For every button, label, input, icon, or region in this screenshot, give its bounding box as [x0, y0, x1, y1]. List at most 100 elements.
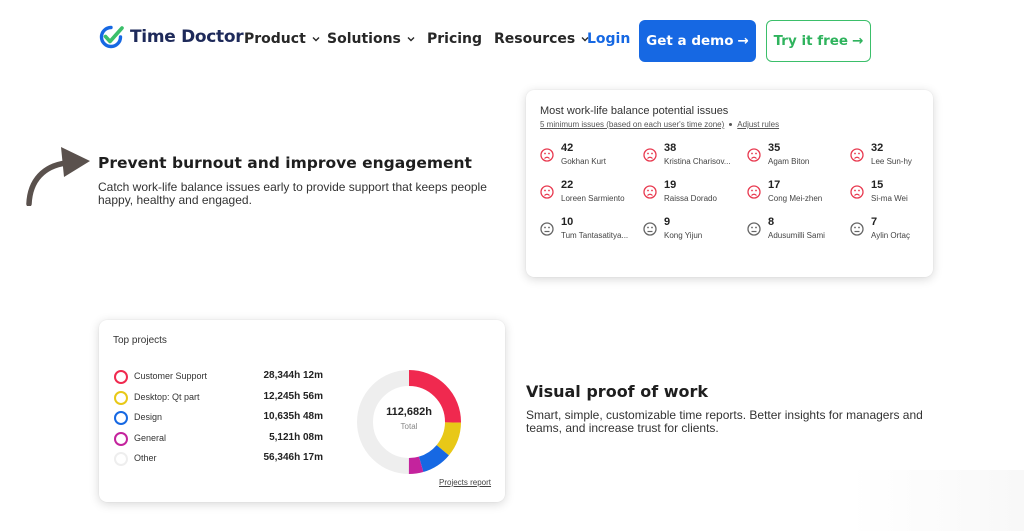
try-free-button[interactable]: Try it free →: [766, 20, 871, 62]
person-item[interactable]: 22 Loreen Sarmiento: [540, 179, 640, 205]
project-hours: 10,635h 48m: [263, 411, 324, 422]
person-item[interactable]: 35 Agam Biton: [747, 142, 847, 168]
try-free-label: Try it free: [773, 33, 849, 49]
person-item[interactable]: 10 Tum Tantasatitya...: [540, 216, 640, 242]
person-name: Loreen Sarmiento: [561, 194, 625, 203]
person-item[interactable]: 42 Gokhan Kurt: [540, 142, 640, 168]
get-demo-label: Get a demo: [646, 33, 734, 49]
curved-arrow-icon: [26, 147, 90, 206]
project-name: Desktop: Qt part: [134, 391, 200, 402]
issue-count: 10: [561, 216, 574, 228]
project-name: Design: [134, 412, 163, 422]
arrow-right-icon: →: [852, 33, 864, 49]
person-item[interactable]: 38 Kristina Charisov...: [643, 142, 743, 168]
issue-count: 7: [871, 216, 878, 228]
chevron-down-icon: [407, 37, 415, 42]
wl-card-title: Most work-life balance potential issues: [540, 105, 729, 117]
login-link[interactable]: Login: [587, 31, 631, 47]
person-item[interactable]: 15 Si-ma Wei: [850, 179, 950, 205]
neutral-face-icon: [643, 222, 657, 236]
sad-face-icon: [850, 185, 864, 199]
get-demo-button[interactable]: Get a demo →: [639, 20, 756, 62]
project-name: Other: [134, 453, 157, 463]
logo-text: Time Doctor: [130, 27, 244, 47]
nav-pricing[interactable]: Pricing: [427, 31, 482, 47]
project-row[interactable]: Other 56,346h 17m: [113, 451, 323, 467]
chevron-down-icon: [581, 37, 589, 42]
nav-resources-label: Resources: [494, 31, 576, 47]
person-name: Tum Tantasatitya...: [561, 231, 629, 240]
project-color-ring: [114, 390, 128, 405]
nav-product[interactable]: Product: [244, 31, 320, 47]
nav-pricing-label: Pricing: [427, 31, 483, 47]
issue-count: 32: [871, 142, 884, 154]
neutral-face-icon: [850, 222, 864, 236]
person-name: Kristina Charisov...: [664, 157, 731, 166]
person-item[interactable]: 8 Adusumilli Sami: [747, 216, 847, 242]
person-name: Raissa Dorado: [664, 194, 717, 203]
work-life-balance-card: Most work-life balance potential issues …: [526, 90, 933, 277]
project-name: General: [134, 432, 167, 443]
logo[interactable]: Time Doctor: [98, 24, 244, 50]
burnout-title: Prevent burnout and improve engagement: [98, 154, 472, 172]
project-color-ring: [114, 370, 128, 384]
sad-face-icon: [643, 148, 657, 162]
issue-count: 19: [664, 179, 677, 191]
issue-count: 8: [768, 216, 775, 228]
project-row[interactable]: General 5,121h 08m: [113, 431, 323, 447]
nav-solutions[interactable]: Solutions: [327, 31, 415, 47]
issue-count: 22: [561, 179, 574, 191]
proof-title: Visual proof of work: [526, 382, 709, 401]
proof-description: Smart, simple, customizable time reports…: [526, 408, 923, 435]
person-item[interactable]: 32 Lee Sun-hy: [850, 142, 950, 168]
person-name: Adusumilli Sami: [768, 231, 825, 240]
issue-count: 17: [768, 179, 781, 191]
sad-face-icon: [540, 148, 554, 162]
person-name: Si-ma Wei: [871, 194, 908, 203]
person-item[interactable]: 7 Aylin Ortaç: [850, 216, 950, 242]
nav-product-label: Product: [244, 31, 306, 47]
chevron-down-icon: [312, 37, 320, 42]
project-row[interactable]: Design 10,635h 48m: [113, 410, 323, 426]
person-name: Kong Yijun: [664, 231, 703, 240]
donut-total-label: Total: [400, 422, 418, 431]
sad-face-icon: [850, 148, 864, 162]
person-name: Cong Mei-zhen: [768, 194, 823, 203]
person-name: Aylin Ortaç: [871, 231, 910, 240]
nav-solutions-label: Solutions: [327, 31, 401, 47]
person-name: Lee Sun-hy: [871, 157, 912, 166]
top-projects-title: Top projects: [113, 335, 167, 346]
adjust-rules-link[interactable]: Adjust rules: [737, 120, 780, 129]
projects-donut-chart: [357, 370, 461, 474]
arrow-right-icon: →: [737, 33, 749, 49]
donut-total-value: 112,682h: [386, 406, 432, 418]
project-hours: 28,344h 12m: [263, 370, 324, 381]
person-item[interactable]: 19 Raissa Dorado: [643, 179, 743, 205]
project-row[interactable]: Desktop: Qt part 12,245h 56m: [113, 390, 323, 406]
person-name: Agam Biton: [768, 157, 810, 166]
person-item[interactable]: 17 Cong Mei-zhen: [747, 179, 847, 205]
sad-face-icon: [747, 148, 761, 162]
top-projects-card: Top projects Customer Support 28,344h 12m…: [99, 320, 505, 502]
corner-fade: [850, 470, 1024, 531]
nav-resources[interactable]: Resources: [494, 31, 589, 47]
issue-count: 35: [768, 142, 781, 154]
project-hours: 56,346h 17m: [263, 452, 324, 463]
project-row[interactable]: Customer Support 28,344h 12m: [113, 369, 323, 385]
donut-segment: [357, 370, 461, 474]
separator-dot: [729, 123, 733, 126]
issue-count: 9: [664, 216, 671, 228]
neutral-face-icon: [747, 222, 761, 236]
projects-report-link[interactable]: Projects report: [439, 478, 492, 487]
person-name: Gokhan Kurt: [561, 157, 606, 166]
issue-count: 15: [871, 179, 884, 191]
project-hours: 12,245h 56m: [263, 390, 324, 402]
neutral-face-icon: [540, 222, 554, 236]
project-name: Customer Support: [134, 371, 208, 381]
issue-count: 42: [561, 142, 574, 154]
burnout-description: Catch work-life balance issues early to …: [98, 180, 487, 207]
project-hours: 5,121h 08m: [269, 431, 323, 443]
minimum-issues-link[interactable]: 5 minimum issues (based on each user's t…: [540, 120, 725, 129]
project-color-ring: [114, 411, 128, 425]
person-item[interactable]: 9 Kong Yijun: [643, 216, 743, 242]
